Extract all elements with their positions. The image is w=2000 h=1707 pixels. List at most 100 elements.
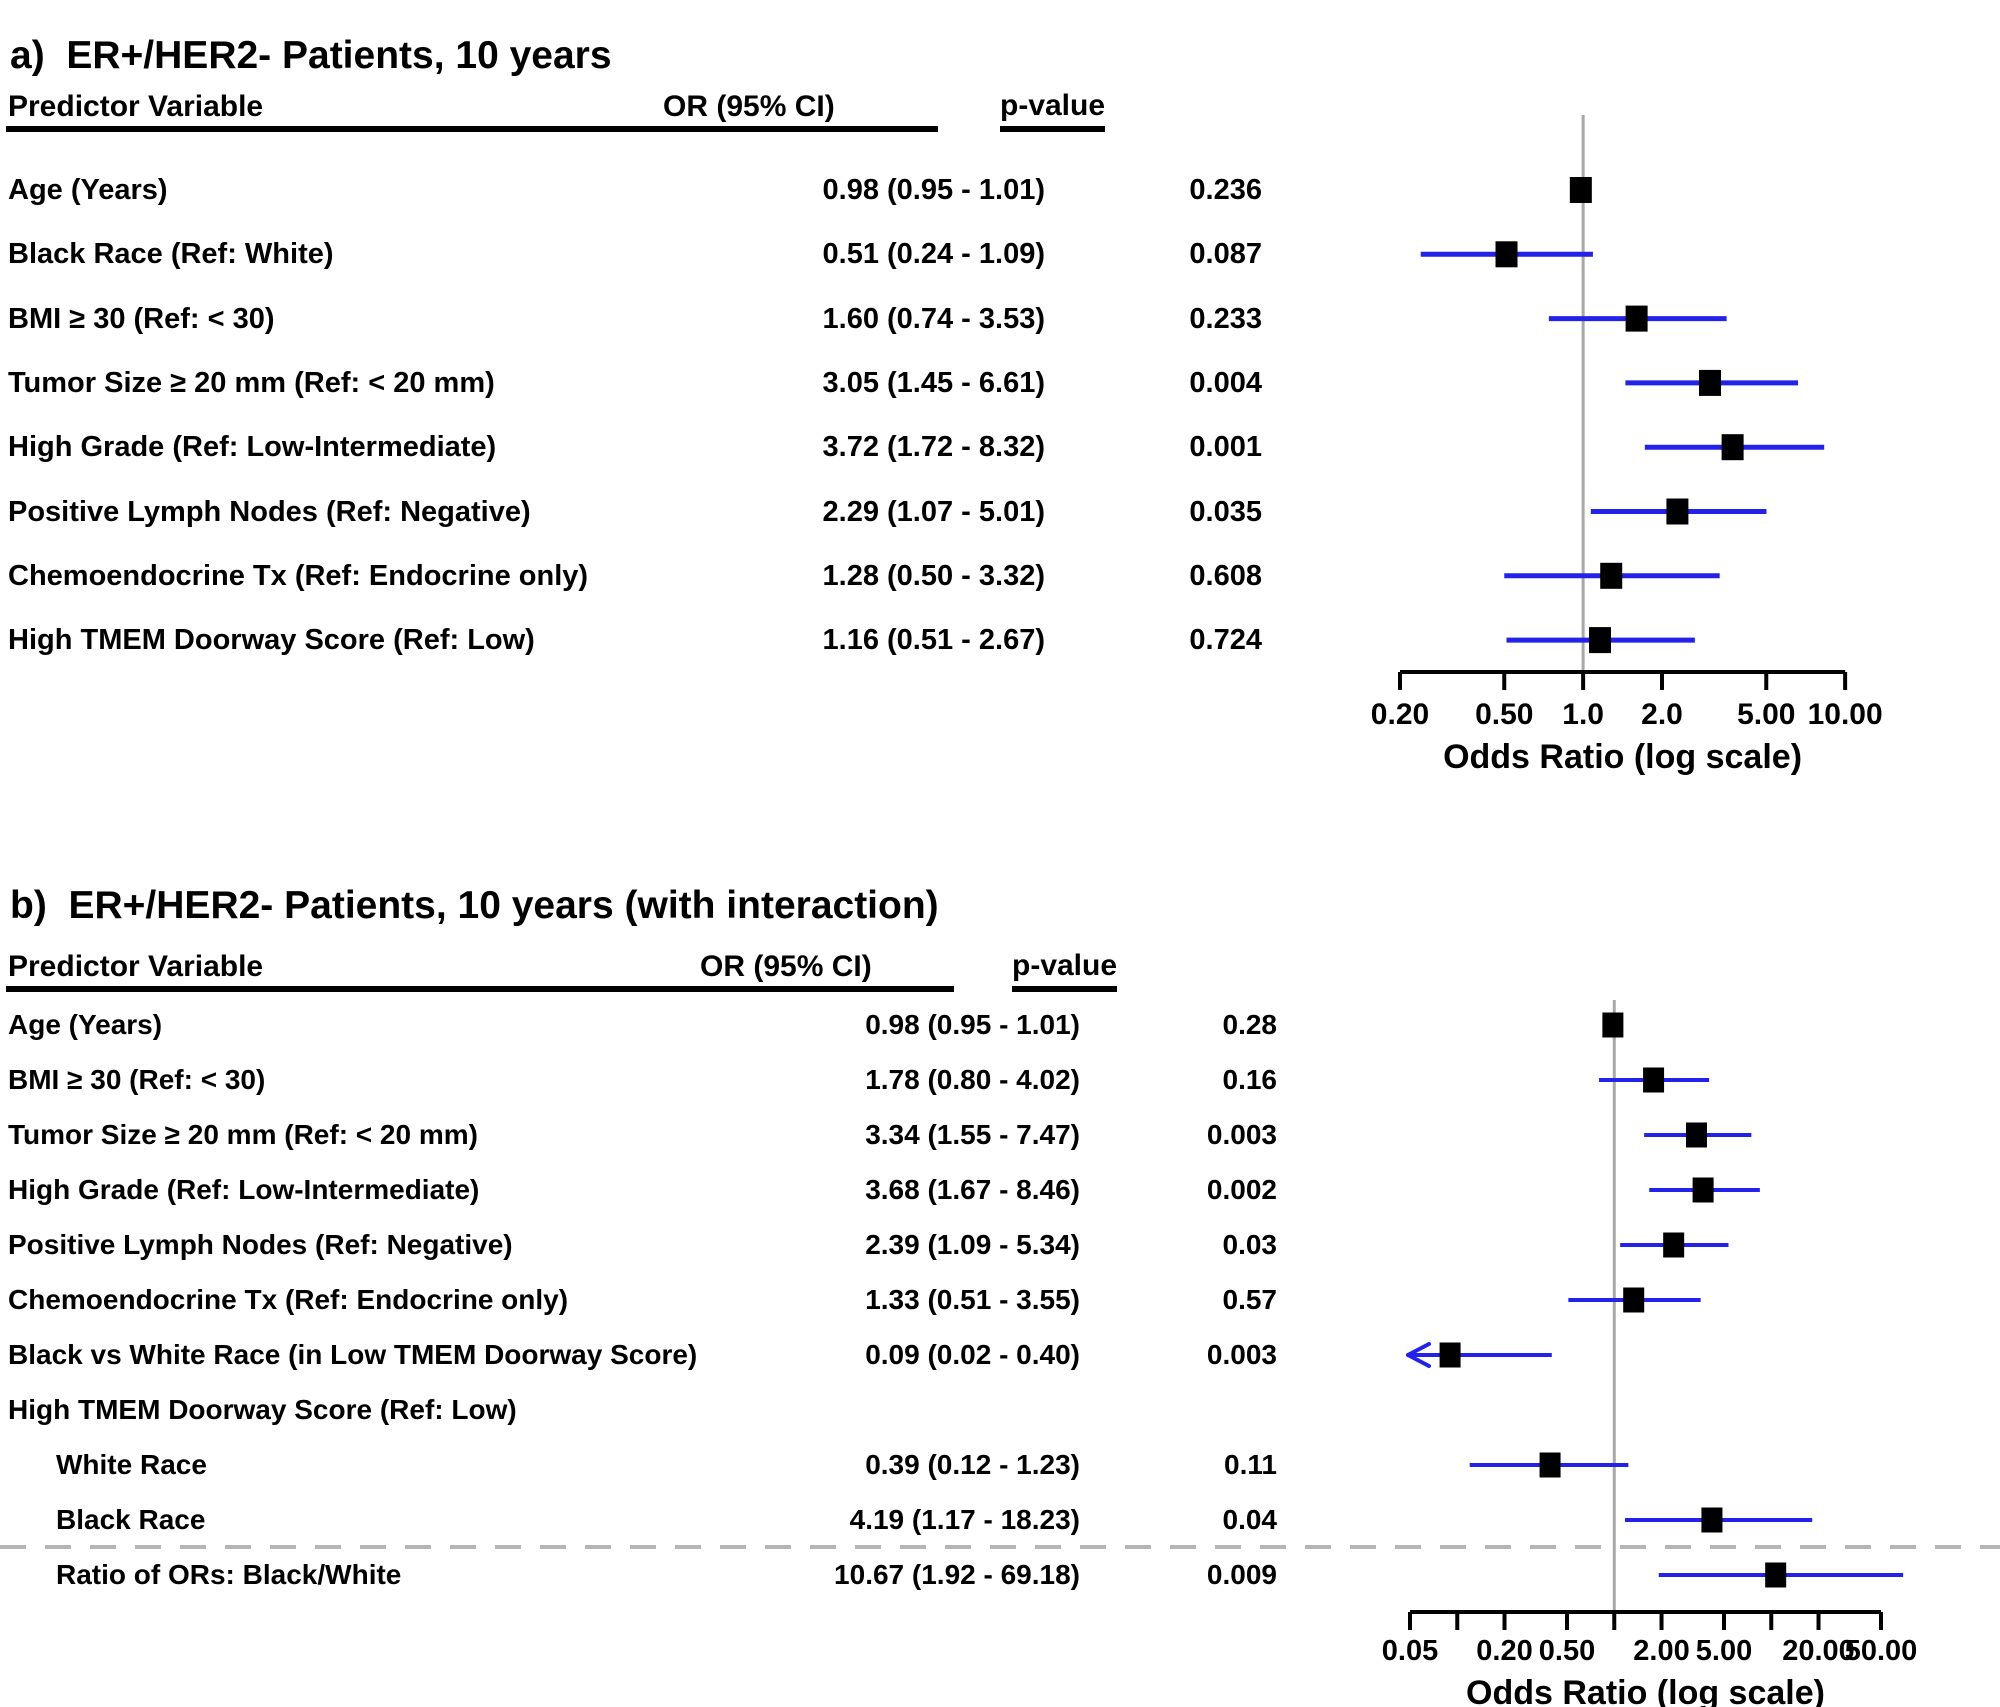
column-header-p-value: p-value (1012, 949, 1118, 992)
row-p-value: 0.001 (1189, 431, 1262, 464)
odds-ratio-marker (1589, 627, 1612, 654)
table-row: Tumor Size ≥ 20 mm (Ref: < 20 mm) 3.34 (1… (0, 1115, 1330, 1155)
row-p-value: 0.724 (1189, 624, 1262, 657)
x-axis-title: Odds Ratio (log scale) (1443, 738, 1802, 776)
odds-ratio-marker (1663, 1232, 1685, 1258)
row-or-ci: 1.60 (0.74 - 3.53) (822, 302, 1045, 335)
row-or-ci: 4.19 (1.17 - 18.23) (849, 1504, 1080, 1535)
row-p-value: 0.57 (1222, 1284, 1278, 1315)
row-label: Black Race (Ref: White) (8, 238, 334, 271)
odds-ratio-marker (1623, 1287, 1645, 1313)
row-label: Age (Years) (8, 174, 168, 206)
row-or-ci: 3.72 (1.72 - 8.32) (822, 431, 1045, 464)
table-row: Age (Years) 0.98 (0.95 - 1.01) 0.28 (0, 1005, 1330, 1045)
row-or-ci: 0.51 (0.24 - 1.09) (822, 238, 1045, 271)
row-or-ci: 0.98 (0.95 - 1.01) (865, 1009, 1080, 1040)
odds-ratio-marker (1625, 305, 1648, 332)
column-header-predictor: Predictor Variable (8, 90, 264, 123)
row-p-value: 0.233 (1189, 302, 1262, 335)
row-or-ci: 1.28 (0.50 - 3.32) (822, 559, 1045, 592)
row-p-value: 0.608 (1189, 559, 1262, 592)
row-p-value: 0.087 (1189, 238, 1262, 271)
row-label: High Grade (Ref: Low-Intermediate) (8, 1174, 480, 1205)
table-row: High TMEM Doorway Score (Ref: Low) 1.16 (… (0, 620, 1330, 660)
ratio-divider-dashed-line (0, 1545, 2000, 1549)
row-label: High TMEM Doorway Score (Ref: Low) (8, 624, 535, 657)
row-label: Positive Lymph Nodes (Ref: Negative) (8, 495, 531, 528)
x-axis-tick-label: 5.00 (1696, 1635, 1752, 1667)
row-p-value: 0.236 (1189, 174, 1262, 206)
row-or-ci: 2.39 (1.09 - 5.34) (865, 1229, 1080, 1260)
row-p-value: 0.28 (1222, 1009, 1278, 1040)
table-row: BMI ≥ 30 (Ref: < 30) 1.78 (0.80 - 4.02) 0.… (0, 1060, 1330, 1100)
row-p-value: 0.03 (1222, 1229, 1278, 1260)
column-header-predictor: Predictor Variable (8, 950, 264, 983)
row-or-ci: 1.33 (0.51 - 3.55) (865, 1284, 1080, 1315)
row-p-value: 0.003 (1206, 1119, 1277, 1150)
row-label: High Grade (Ref: Low-Intermediate) (8, 431, 497, 464)
table-row: Tumor Size ≥ 20 mm (Ref: < 20 mm) 3.05 (1… (0, 363, 1330, 403)
panel-a-table-header: Predictor Variable OR (95% CI) p-value (0, 84, 1330, 132)
row-or-ci: 2.29 (1.07 - 5.01) (822, 495, 1045, 528)
column-header-or-ci: OR (95% CI) (663, 90, 835, 123)
odds-ratio-marker (1692, 1177, 1714, 1203)
odds-ratio-marker (1439, 1342, 1461, 1368)
odds-ratio-marker (1685, 1122, 1707, 1148)
x-axis-tick-label: 0.20 (1371, 698, 1429, 731)
row-or-ci: 0.98 (0.95 - 1.01) (822, 174, 1045, 206)
odds-ratio-marker (1600, 562, 1623, 589)
table-row: Black vs White Race (in Low TMEM Doorway… (0, 1335, 1330, 1375)
x-axis-tick-label: 2.0 (1641, 698, 1683, 731)
odds-ratio-marker (1539, 1452, 1561, 1478)
row-or-ci: 1.78 (0.80 - 4.02) (865, 1064, 1080, 1095)
x-axis-tick-label: 0.20 (1476, 1635, 1532, 1667)
row-label: Black Race (56, 1504, 206, 1535)
panel-b-title: b) ER+/HER2- Patients, 10 years (with in… (10, 884, 939, 928)
table-row: Age (Years) 0.98 (0.95 - 1.01) 0.236 (0, 170, 1330, 210)
x-axis-tick-label: 10.00 (1808, 698, 1883, 731)
table-row: BMI ≥ 30 (Ref: < 30) 1.60 (0.74 - 3.53) 0.… (0, 299, 1330, 339)
odds-ratio-marker (1701, 1507, 1723, 1533)
row-p-value: 0.035 (1189, 495, 1262, 528)
row-label: BMI ≥ 30 (Ref: < 30) (8, 302, 275, 335)
column-header-or-ci: OR (95% CI) (700, 950, 872, 983)
row-p-value: 0.004 (1189, 366, 1262, 399)
x-axis-tick-label: 20.00 (1782, 1635, 1855, 1667)
table-row: Black Race (Ref: White) 0.51 (0.24 - 1.09… (0, 234, 1330, 274)
table-row: White Race 0.39 (0.12 - 1.23) 0.11 (0, 1445, 1330, 1485)
row-or-ci: 0.39 (0.12 - 1.23) (865, 1449, 1080, 1480)
row-p-value: 0.009 (1206, 1559, 1277, 1590)
x-axis-tick-label: 1.0 (1562, 698, 1604, 731)
table-row: High Grade (Ref: Low-Intermediate) 3.68 (… (0, 1170, 1330, 1210)
row-label: White Race (56, 1449, 207, 1480)
odds-ratio-marker (1495, 241, 1518, 268)
row-label: BMI ≥ 30 (Ref: < 30) (8, 1064, 266, 1095)
row-label: Tumor Size ≥ 20 mm (Ref: < 20 mm) (8, 366, 495, 399)
row-p-value: 0.002 (1206, 1174, 1277, 1205)
table-row: Black Race 4.19 (1.17 - 18.23) 0.04 (0, 1500, 1330, 1540)
row-p-value: 0.16 (1222, 1064, 1278, 1095)
table-row: Chemoendocrine Tx (Ref: Endocrine only) 1… (0, 1280, 1330, 1320)
table-row: Chemoendocrine Tx (Ref: Endocrine only) 1… (0, 556, 1330, 596)
x-axis-tick-label: 50.00 (1845, 1635, 1918, 1667)
header-underline (6, 986, 954, 992)
ci-left-arrow-icon (1406, 1342, 1431, 1357)
odds-ratio-marker (1569, 177, 1592, 203)
panel-b-table-header: Predictor Variable OR (95% CI) p-value (0, 944, 1330, 992)
row-or-ci: 3.05 (1.45 - 6.61) (822, 366, 1045, 399)
odds-ratio-marker (1765, 1562, 1787, 1588)
column-header-p-value: p-value (1000, 89, 1106, 132)
row-label: Age (Years) (8, 1009, 163, 1040)
odds-ratio-marker (1721, 434, 1744, 461)
row-or-ci: 10.67 (1.92 - 69.18) (834, 1559, 1080, 1590)
x-axis-tick-label: 0.05 (1382, 1635, 1438, 1667)
x-axis-tick-label: 0.50 (1475, 698, 1533, 731)
row-p-value: 0.04 (1222, 1504, 1278, 1535)
row-label: Ratio of ORs: Black/White (56, 1559, 402, 1590)
row-or-ci: 3.68 (1.67 - 8.46) (865, 1174, 1080, 1205)
header-underline (6, 126, 938, 132)
x-axis-title: Odds Ratio (log scale) (1466, 1674, 1825, 1707)
